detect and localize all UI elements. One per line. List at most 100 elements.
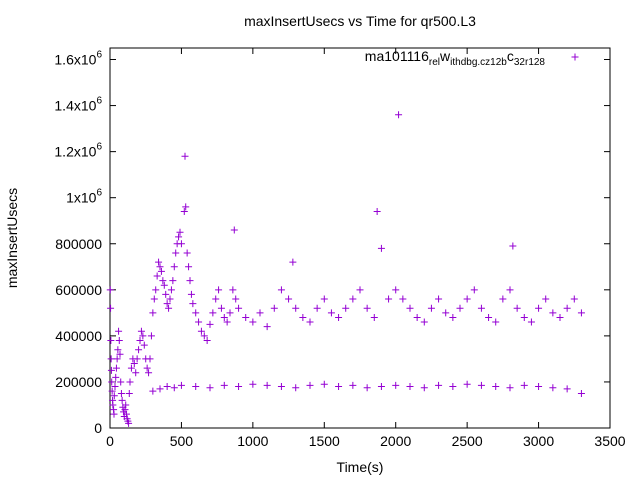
data-point xyxy=(180,208,188,216)
data-point xyxy=(117,389,125,397)
data-point xyxy=(223,318,231,326)
data-point xyxy=(463,380,471,388)
data-point xyxy=(229,286,237,294)
data-point xyxy=(156,263,164,271)
legend-label-part: c xyxy=(507,48,514,64)
data-point xyxy=(535,304,543,312)
y-tick-label-base: 1.2x10 xyxy=(54,144,96,160)
y-axis: 02000004000006000008000001x1061.2x1061.4… xyxy=(54,50,610,436)
data-point xyxy=(263,323,271,331)
data-point xyxy=(147,332,155,340)
data-point xyxy=(165,304,173,312)
data-point xyxy=(235,383,243,391)
y-tick-label-base: 1.6x10 xyxy=(54,52,96,68)
data-point xyxy=(509,242,517,250)
data-point xyxy=(449,383,457,391)
y-tick-label-base: 200000 xyxy=(55,374,102,390)
data-point xyxy=(215,286,223,294)
data-point xyxy=(127,364,135,372)
data-point xyxy=(363,384,371,392)
data-point xyxy=(110,410,118,418)
data-point xyxy=(335,383,343,391)
data-point xyxy=(170,384,178,392)
data-point xyxy=(456,304,464,312)
data-point xyxy=(435,295,443,303)
data-point xyxy=(249,380,257,388)
data-point xyxy=(122,401,130,409)
data-point xyxy=(226,309,234,317)
data-point xyxy=(392,381,400,389)
y-tick-label-exponent: 6 xyxy=(96,188,102,199)
data-point xyxy=(109,401,117,409)
data-point xyxy=(313,304,321,312)
data-point xyxy=(285,295,293,303)
data-point xyxy=(166,295,174,303)
data-point xyxy=(122,410,130,418)
data-point xyxy=(506,384,514,392)
data-point xyxy=(499,295,507,303)
data-point xyxy=(535,383,543,391)
data-point xyxy=(113,355,121,363)
data-point xyxy=(556,313,564,321)
data-point xyxy=(163,383,171,391)
y-tick-label-base: 600000 xyxy=(55,282,102,298)
legend-label-part: rel xyxy=(429,57,440,68)
data-point xyxy=(150,295,158,303)
data-point xyxy=(136,336,144,344)
data-point xyxy=(152,286,160,294)
legend-marker-symbol xyxy=(571,53,579,61)
data-point xyxy=(277,286,285,294)
y-axis-label: maxInsertUsecs xyxy=(4,188,20,288)
data-point xyxy=(406,383,414,391)
data-point xyxy=(200,332,208,340)
data-point xyxy=(230,226,238,234)
x-axis: 0 500 1000 1500 2000 2500 3000 3500 xyxy=(106,48,626,449)
data-point xyxy=(427,304,435,312)
data-point xyxy=(149,309,157,317)
data-point xyxy=(132,369,140,377)
x-tick-label: 0 xyxy=(106,433,114,449)
data-point xyxy=(292,304,300,312)
data-point xyxy=(413,313,421,321)
data-point xyxy=(320,380,328,388)
data-point xyxy=(177,381,185,389)
y-tick-label-base: 1.4x10 xyxy=(54,98,96,114)
y-tick-label-exponent: 6 xyxy=(96,96,102,107)
legend-marker xyxy=(571,53,579,61)
y-tick-label: 0 xyxy=(94,420,102,436)
data-point xyxy=(320,295,328,303)
data-point xyxy=(220,313,228,321)
data-point xyxy=(121,406,129,414)
data-point xyxy=(125,419,133,427)
data-point xyxy=(289,258,297,266)
data-point xyxy=(195,318,203,326)
data-point xyxy=(220,381,228,389)
data-point xyxy=(183,249,191,257)
y-tick-label: 600000 xyxy=(55,282,102,298)
data-point xyxy=(306,318,314,326)
data-point xyxy=(399,295,407,303)
data-point xyxy=(112,373,120,381)
y-tick-label: 800000 xyxy=(55,236,102,252)
data-point xyxy=(249,318,257,326)
data-point xyxy=(139,332,147,340)
data-point xyxy=(115,327,123,335)
data-point xyxy=(159,277,167,285)
legend: ma101116relwithdbg.cz12bc32r128 xyxy=(365,48,579,68)
data-point xyxy=(527,318,535,326)
data-point xyxy=(506,286,514,294)
x-tick-label: 2000 xyxy=(380,433,411,449)
data-point xyxy=(209,309,217,317)
data-point xyxy=(327,309,335,317)
data-point xyxy=(373,208,381,216)
data-point xyxy=(392,286,400,294)
data-point xyxy=(570,295,578,303)
y-tick-label: 400000 xyxy=(55,328,102,344)
data-point xyxy=(115,336,123,344)
data-point xyxy=(172,249,180,257)
data-point xyxy=(477,304,485,312)
data-point xyxy=(470,286,478,294)
data-point xyxy=(385,295,393,303)
data-point xyxy=(181,152,189,160)
data-point xyxy=(133,355,141,363)
